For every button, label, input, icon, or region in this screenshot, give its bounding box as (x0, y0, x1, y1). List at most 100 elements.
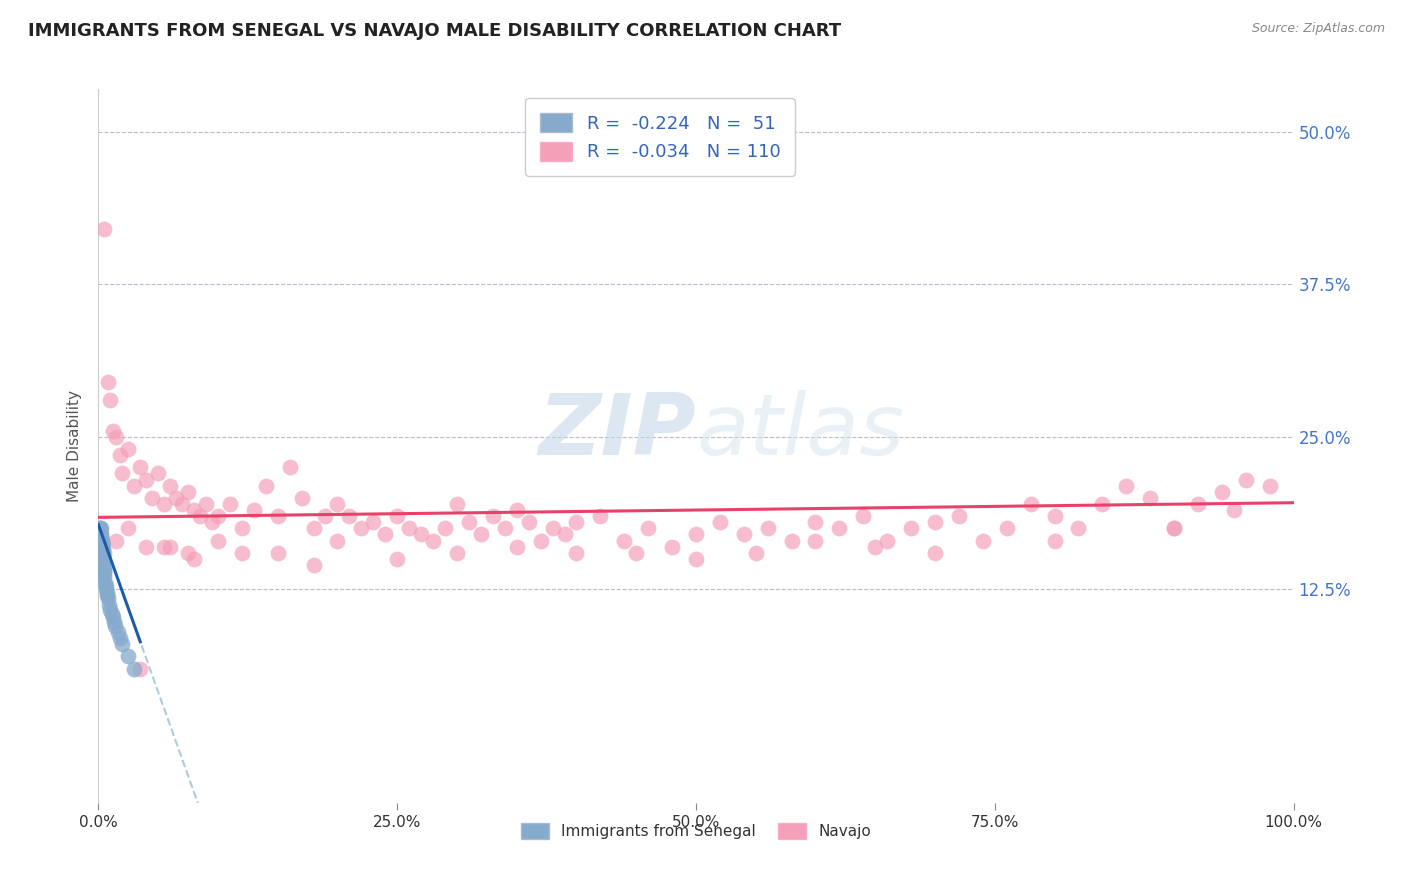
Point (231, 546, 253, 560)
Point (91, 542, 114, 557)
Point (98, 393, 122, 408)
Point (637, 521, 659, 535)
Point (124, 662, 146, 676)
Point (91, 537, 114, 551)
Point (153, 497, 176, 511)
Point (91, 540, 114, 554)
Point (108, 448, 131, 462)
Point (385, 551, 409, 566)
Text: atlas: atlas (696, 390, 904, 474)
Point (159, 540, 181, 554)
Point (291, 491, 314, 505)
Point (865, 540, 887, 554)
Point (97, 591, 120, 605)
Point (135, 540, 157, 554)
Point (98, 603, 122, 617)
Point (1019, 497, 1042, 511)
Point (506, 540, 529, 554)
Point (94, 576, 117, 591)
Point (96, 582, 118, 597)
Point (470, 527, 492, 541)
Point (117, 442, 139, 456)
Point (108, 631, 131, 645)
Point (97, 375, 120, 389)
Point (446, 497, 468, 511)
Point (90, 521, 112, 535)
Point (89, 524, 111, 539)
Point (1067, 521, 1090, 535)
Point (374, 527, 396, 541)
Point (565, 546, 588, 560)
Point (278, 460, 301, 475)
Point (565, 515, 588, 529)
Point (267, 509, 290, 524)
Point (494, 521, 516, 535)
Point (434, 521, 457, 535)
Point (517, 515, 540, 529)
Point (89, 521, 111, 535)
Point (411, 527, 433, 541)
Point (876, 533, 898, 548)
Point (1043, 509, 1066, 524)
Point (90, 527, 112, 541)
Point (339, 509, 361, 524)
Point (1234, 473, 1257, 487)
Point (100, 607, 122, 621)
Point (924, 515, 946, 529)
Point (111, 467, 134, 481)
Text: ZIP: ZIP (538, 390, 696, 474)
Point (90, 533, 112, 548)
Point (93, 561, 115, 575)
Point (458, 515, 481, 529)
Point (948, 509, 970, 524)
Point (541, 521, 564, 535)
Point (1163, 521, 1185, 535)
Point (90, 536, 112, 550)
Point (302, 521, 325, 535)
Point (207, 533, 229, 548)
Point (141, 491, 163, 505)
Point (124, 478, 146, 492)
Point (90, 533, 112, 548)
Point (302, 558, 325, 572)
Point (93, 546, 115, 560)
Point (90, 530, 112, 544)
Point (219, 497, 242, 511)
Point (1187, 497, 1209, 511)
Point (101, 610, 124, 624)
Point (589, 509, 612, 524)
Point (153, 540, 176, 554)
Point (177, 546, 200, 560)
Point (201, 515, 224, 529)
Point (852, 509, 875, 524)
Point (159, 478, 181, 492)
Point (363, 515, 385, 529)
Point (207, 509, 229, 524)
Point (398, 521, 420, 535)
Point (129, 460, 152, 475)
Point (733, 527, 755, 541)
Text: Source: ZipAtlas.com: Source: ZipAtlas.com (1251, 22, 1385, 36)
Point (172, 497, 194, 511)
Point (91, 549, 114, 564)
Point (98, 598, 121, 612)
Point (90, 537, 112, 551)
Point (90, 536, 112, 550)
Point (195, 497, 218, 511)
Point (165, 491, 187, 505)
Point (89, 527, 111, 541)
Point (780, 533, 803, 548)
Point (1043, 533, 1066, 548)
Point (506, 503, 529, 517)
Point (135, 473, 157, 487)
Point (183, 551, 205, 566)
Point (177, 484, 200, 499)
Point (117, 649, 139, 664)
Point (93, 570, 115, 584)
Point (924, 546, 946, 560)
Point (96, 589, 118, 603)
Point (93, 564, 115, 578)
Point (685, 551, 707, 566)
Point (972, 533, 994, 548)
Point (105, 533, 128, 548)
